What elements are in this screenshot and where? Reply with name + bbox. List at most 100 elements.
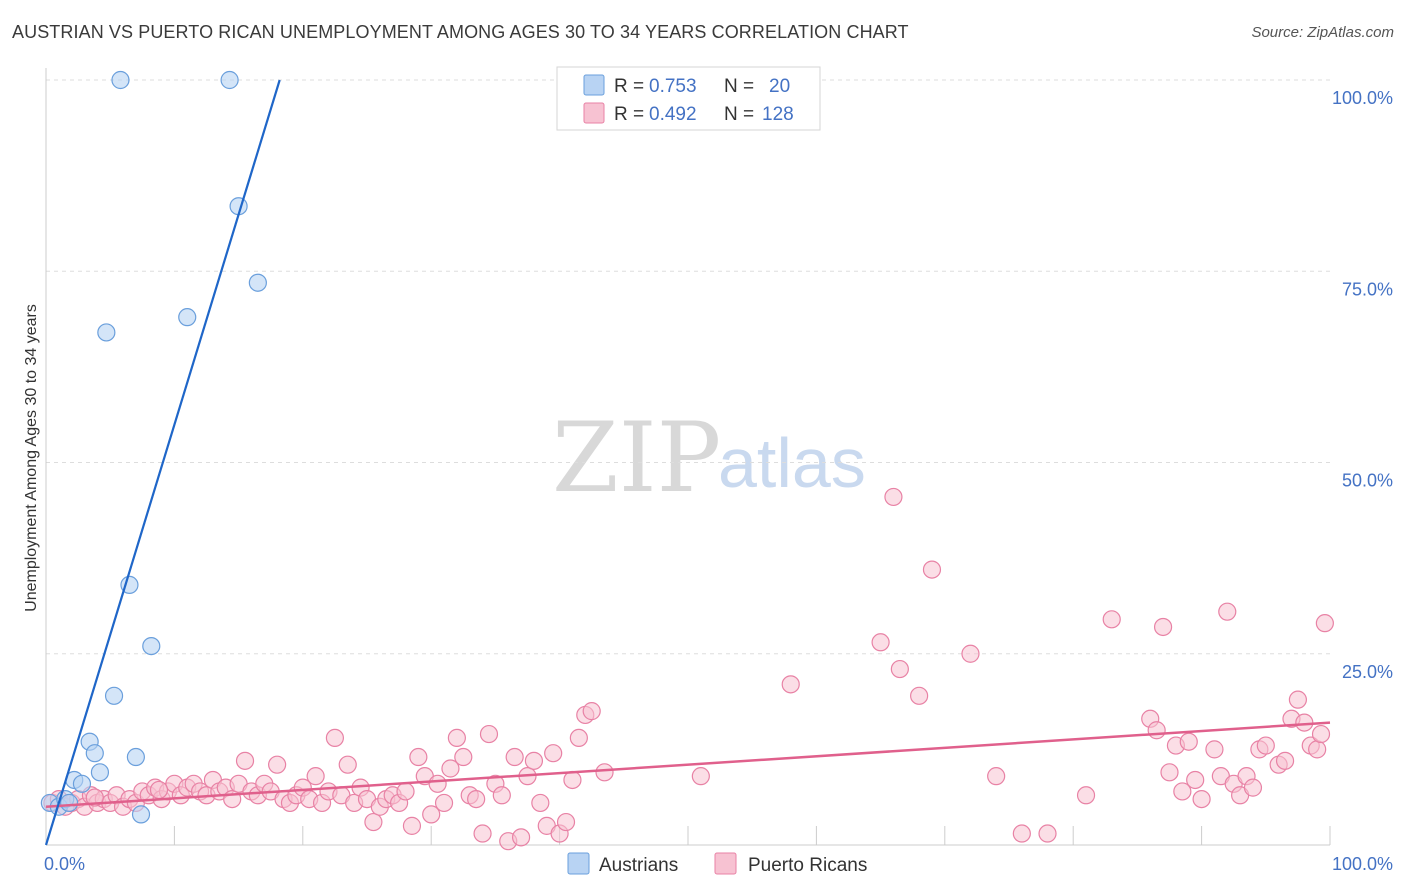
legend-label-puerto-ricans: Puerto Ricans (748, 855, 867, 876)
puerto-ricans-point (434, 793, 454, 813)
puerto-ricans-point (364, 812, 383, 832)
austrians-points (40, 70, 267, 824)
puerto-ricans-point (467, 789, 486, 809)
puerto-ricans-point (1012, 824, 1031, 843)
puerto-ricans-point (479, 724, 499, 744)
legend-r-label: R = (614, 76, 644, 97)
austrians-point (220, 70, 239, 90)
puerto-ricans-point (1192, 789, 1211, 809)
x-tick-labels: 0.0% 100.0% (44, 854, 1393, 874)
puerto-ricans-point (235, 751, 255, 770)
puerto-ricans-point (1218, 602, 1237, 621)
puerto-ricans-point (1076, 786, 1096, 805)
austrians-point (126, 747, 145, 767)
gridlines (46, 79, 1330, 655)
puerto-ricans-point (85, 788, 104, 807)
puerto-ricans-point (961, 644, 980, 663)
y-axis-label: Unemployment Among Ages 30 to 34 years (23, 304, 40, 612)
puerto-ricans-point (1288, 690, 1308, 709)
puerto-ricans-trend-line (45, 721, 1331, 808)
puerto-ricans-point (1311, 724, 1331, 744)
puerto-ricans-point (511, 828, 531, 847)
austrians-point (90, 763, 110, 782)
series-legend: Austrians Puerto Ricans (567, 852, 867, 876)
puerto-ricans-point (922, 560, 942, 579)
puerto-ricans-point (1160, 763, 1179, 782)
puerto-ricans-point (473, 824, 492, 843)
puerto-ricans-point (524, 751, 544, 770)
puerto-ricans-point (325, 728, 344, 748)
austrians-point (104, 686, 124, 705)
puerto-ricans-point (1186, 770, 1205, 790)
puerto-ricans-point (595, 763, 614, 782)
puerto-ricans-point (1275, 751, 1295, 770)
puerto-ricans-point (890, 659, 909, 679)
puerto-ricans-point (409, 747, 428, 767)
legend-r-value: 0.753 (649, 76, 697, 97)
puerto-ricans-point (492, 786, 511, 805)
correlation-legend: R = 0.753 N = 20 R = 0.492 N = 128 (556, 66, 821, 131)
austrians-trend-line (44, 79, 281, 846)
puerto-ricans-point (531, 793, 550, 813)
puerto-ricans-point (544, 744, 563, 763)
puerto-ricans-point (1256, 736, 1275, 755)
puerto-ricans-point (871, 633, 890, 652)
chart-title: AUSTRIAN VS PUERTO RICAN UNEMPLOYMENT AM… (12, 22, 909, 42)
puerto-ricans-point (149, 780, 169, 800)
puerto-ricans-point (987, 767, 1006, 786)
puerto-ricans-point (1315, 614, 1334, 633)
puerto-ricans-point (428, 774, 447, 793)
puerto-ricans-point (1308, 740, 1327, 759)
puerto-ricans-point (338, 755, 357, 774)
y-tick-labels: 25.0% 50.0% 75.0% 100.0% (1332, 88, 1393, 682)
source-credit: Source: ZipAtlas.com (1251, 24, 1394, 41)
puerto-ricans-point (268, 755, 287, 774)
austrians-point (72, 774, 92, 793)
legend-swatch-austrians (583, 74, 605, 96)
legend-r-value: 0.492 (649, 104, 697, 125)
puerto-ricans-point (582, 702, 601, 721)
puerto-ricans-point (505, 747, 524, 767)
x-tick-label: 0.0% (44, 854, 85, 874)
puerto-ricans-point (781, 675, 800, 694)
puerto-ricans-point (1038, 824, 1057, 843)
puerto-ricans-point (396, 782, 415, 801)
legend-r-label: R = (614, 104, 644, 125)
y-tick-label: 100.0% (1332, 88, 1393, 108)
x-tick-label: 100.0% (1332, 854, 1393, 874)
legend-label-austrians: Austrians (599, 855, 678, 876)
legend-swatch-puerto-ricans (714, 852, 737, 875)
austrians-point (131, 805, 151, 824)
puerto-ricans-point (569, 728, 588, 748)
puerto-ricans-point (556, 812, 576, 832)
puerto-ricans-point (422, 805, 441, 824)
y-tick-label: 75.0% (1342, 279, 1393, 299)
austrians-point (111, 70, 130, 90)
austrians-point (97, 323, 116, 342)
austrians-point (178, 308, 197, 327)
austrians-point (60, 793, 79, 813)
puerto-ricans-point (884, 487, 903, 507)
y-tick-label: 25.0% (1342, 662, 1393, 682)
puerto-ricans-point (910, 686, 929, 705)
puerto-ricans-point (1102, 610, 1121, 629)
puerto-ricans-point (1173, 782, 1192, 801)
puerto-ricans-point (1243, 778, 1263, 797)
puerto-ricans-point (691, 767, 710, 786)
austrians-point (248, 273, 267, 292)
legend-n-value: 20 (769, 76, 790, 97)
puerto-ricans-point (441, 759, 460, 778)
puerto-ricans-point (1153, 617, 1173, 637)
puerto-ricans-point (1147, 721, 1166, 740)
watermark: ZIP atlas (552, 402, 866, 514)
legend-swatch-austrians (567, 852, 590, 875)
puerto-ricans-point (1179, 732, 1198, 751)
austrians-point (85, 744, 104, 763)
puerto-ricans-point (563, 770, 582, 790)
puerto-ricans-point (1205, 740, 1224, 759)
puerto-ricans-point (447, 728, 466, 748)
puerto-ricans-point (1295, 713, 1314, 732)
legend-swatch-puerto-ricans (583, 102, 605, 124)
puerto-ricans-point (306, 767, 325, 786)
